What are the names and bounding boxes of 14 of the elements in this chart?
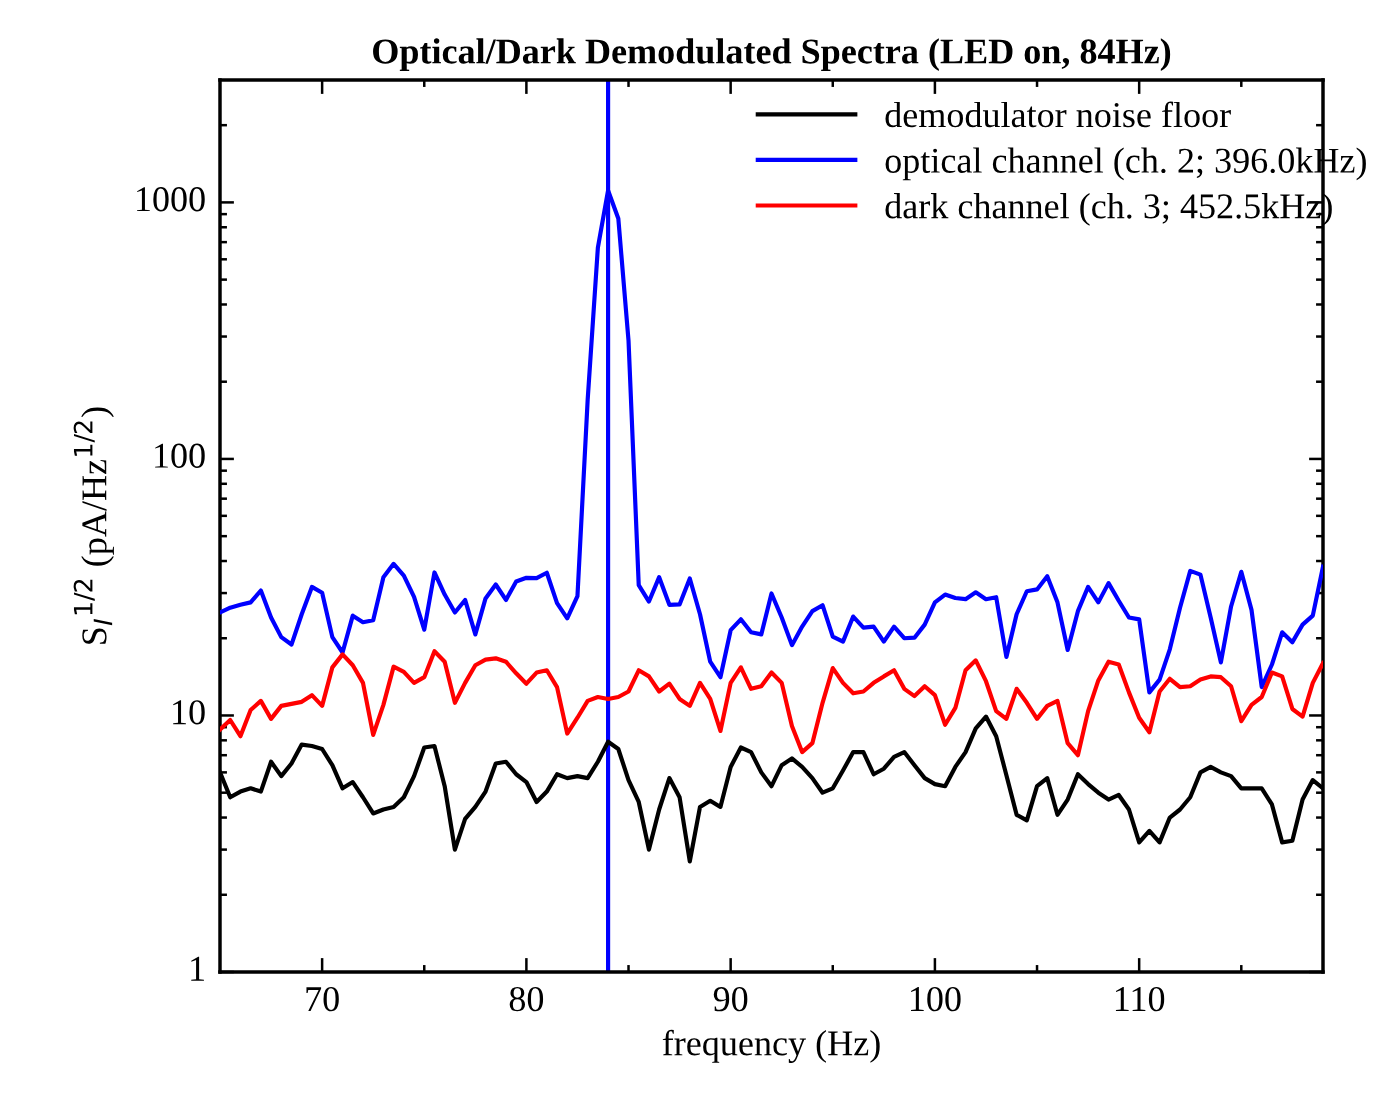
legend-label: demodulator noise floor [885,101,1231,128]
x-axis-title: frequency (Hz) [662,1029,880,1063]
x-tick-label: 100 [911,986,961,1012]
line-series [220,649,1323,758]
chart-title: Optical/Dark Demodulated Spectra (LED on, 84Hz) [373,38,1171,72]
y-axis-title: S$_{I}$$^{1/2}$ (pA/Hz$^{1/2}$) [73,407,114,644]
x-tick-label: 70 [306,986,339,1012]
x-tick-label: 80 [509,986,544,1012]
y-tick-label: 1000 [137,187,205,212]
y-tick-label: 10 [173,700,205,725]
y-tick-label: 100 [155,443,205,468]
x-tick-label: 90 [713,986,748,1012]
y-tick-label: 1 [191,956,204,981]
x-tick-label: 110 [1115,986,1165,1012]
